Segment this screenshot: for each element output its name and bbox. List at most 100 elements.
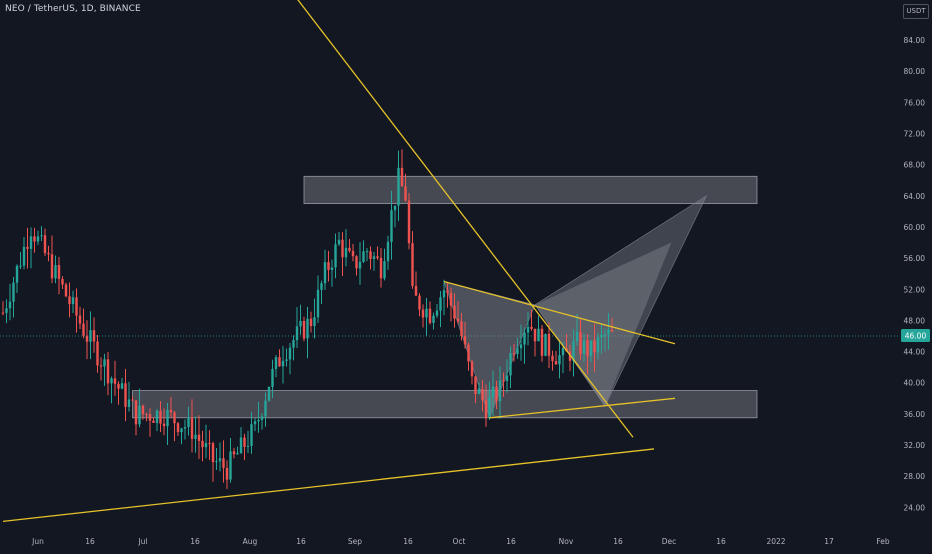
candle-body: [292, 340, 295, 348]
candle-body: [250, 424, 253, 446]
candle-body: [383, 261, 386, 279]
candle-body: [201, 440, 204, 448]
candle-body: [467, 344, 470, 362]
candle-body: [561, 348, 565, 356]
candle-body: [267, 386, 271, 401]
time-tick-label: 16: [190, 537, 200, 546]
price-axis-background: [900, 0, 932, 550]
candle-body: [488, 397, 491, 419]
last-price-label: 46.00: [905, 332, 927, 341]
time-axis[interactable]: Jun 16 Jul 16 Aug 16 Sep 16 Oct 16 Nov 16 Dec 16 2022 1…: [31, 537, 890, 546]
candle-body: [82, 323, 85, 336]
candle-body: [341, 239, 344, 258]
candle-body: [127, 399, 131, 407]
candle-body: [68, 296, 71, 305]
symbol-title[interactable]: NEO / TetherUS, 1D, BINANCE: [5, 4, 141, 14]
candle-body: [407, 200, 411, 244]
candle-body: [43, 235, 47, 254]
candle-body: [71, 297, 75, 305]
price-axis[interactable]: 84.00 80.00 76.00 72.00 68.00 64.00 60.00 56.00…: [904, 36, 926, 512]
last-price-badge: 46.00: [901, 329, 930, 342]
candle-body: [22, 246, 26, 266]
candle-body: [596, 337, 600, 353]
trendline-lower-triangle[interactable]: [489, 397, 676, 419]
price-tick-label: 56.00: [904, 254, 926, 263]
price-tick-label: 32.00: [904, 441, 926, 450]
candle-body: [194, 434, 197, 439]
trendline-descending[interactable]: [269, 0, 634, 438]
candle-body: [99, 365, 103, 367]
price-tick-label: 24.00: [904, 503, 926, 512]
trendline-long-ascending[interactable]: [2, 448, 655, 523]
trendlines-layer: [2, 0, 676, 523]
candle-body: [344, 247, 348, 258]
price-tick-label: 68.00: [904, 161, 926, 170]
candle-body: [516, 348, 519, 354]
candle-body: [117, 383, 120, 389]
candle-body: [397, 167, 400, 206]
candle-body: [379, 257, 383, 279]
candle-body: [484, 400, 488, 419]
candle-body: [253, 421, 257, 425]
candle-body: [362, 251, 365, 262]
candle-body: [295, 326, 299, 341]
candle-body: [551, 355, 554, 362]
candle-body: [526, 326, 530, 333]
time-tick-label: Dec: [662, 537, 677, 546]
price-tick-label: 84.00: [904, 36, 926, 45]
candle-body: [463, 336, 467, 345]
candle-body: [372, 256, 376, 259]
candle-body: [572, 341, 575, 361]
candle-body: [523, 332, 526, 345]
candle-body: [498, 380, 502, 402]
currency-button[interactable]: USDT: [903, 4, 929, 19]
candle-body: [449, 292, 453, 306]
price-tick-label: 72.00: [904, 129, 926, 138]
candle-body: [204, 443, 208, 448]
zones-layer: [132, 175, 758, 419]
candles-layer: [1, 149, 614, 490]
candle-body: [173, 412, 176, 424]
candle-body: [442, 290, 446, 298]
candle-body: [505, 375, 509, 381]
price-tick-label: 64.00: [904, 192, 926, 201]
candle-body: [348, 247, 351, 251]
candle-body: [246, 445, 250, 447]
candle-body: [85, 335, 89, 342]
candle-body: [607, 329, 610, 335]
candle-body: [299, 320, 302, 327]
candle-body: [533, 328, 537, 342]
candle-body: [404, 186, 407, 201]
candle-body: [425, 308, 428, 318]
candle-body: [274, 357, 278, 369]
candle-body: [187, 417, 190, 428]
time-tick-label: 2022: [766, 537, 785, 546]
candle-body: [211, 443, 215, 463]
candle-body: [239, 437, 243, 454]
candle-body: [61, 278, 64, 285]
time-tick-label: 16: [403, 537, 413, 546]
price-tick-label: 40.00: [904, 379, 926, 388]
candle-body: [40, 235, 43, 237]
candle-body: [92, 330, 96, 342]
candle-body: [593, 340, 596, 353]
trendline-upper-triangle[interactable]: [443, 280, 676, 345]
support-zone[interactable]: [132, 390, 758, 419]
time-tick-label: Sep: [348, 537, 362, 546]
candle-body: [124, 383, 127, 407]
candle-body: [428, 308, 432, 323]
candle-body: [26, 246, 29, 249]
candle-body: [582, 340, 586, 354]
candle-body: [586, 340, 589, 356]
resistance-zone[interactable]: [303, 175, 758, 204]
price-tick-label: 36.00: [904, 410, 926, 419]
candle-body: [110, 378, 113, 384]
candle-body: [337, 239, 341, 245]
candle-body: [400, 167, 404, 187]
candle-body: [432, 315, 435, 323]
candle-body: [78, 315, 82, 324]
candle-body: [288, 347, 292, 360]
time-tick-label: 16: [613, 537, 623, 546]
